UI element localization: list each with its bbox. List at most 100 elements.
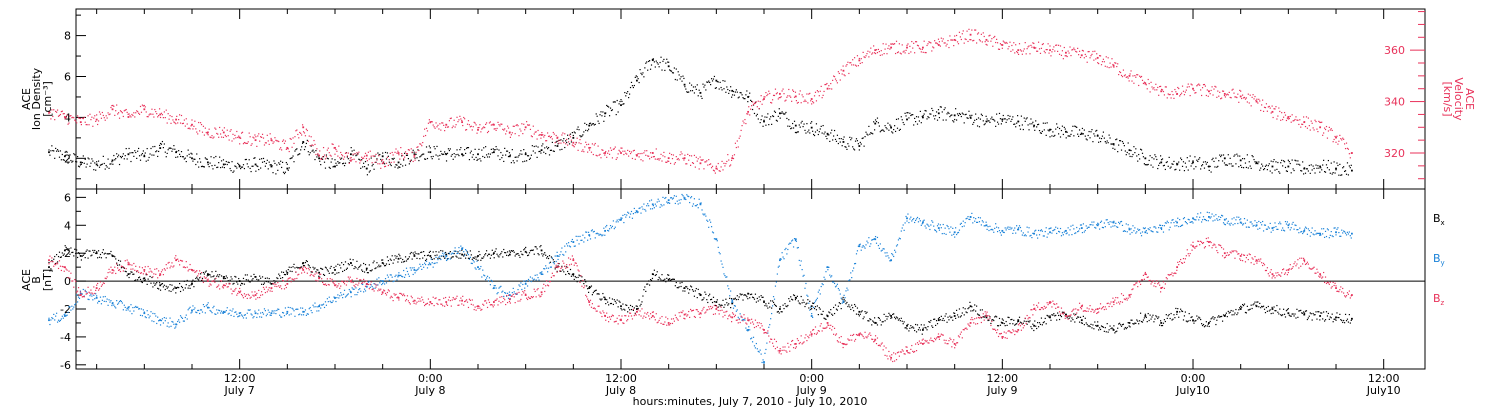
- b-by-point: [338, 297, 340, 299]
- ion-density-point: [492, 151, 495, 154]
- ion-density-point: [1278, 171, 1280, 173]
- b-by-point: [354, 294, 356, 296]
- b-bx-point: [1194, 320, 1196, 322]
- velocity-point: [345, 152, 348, 154]
- velocity-point: [461, 119, 463, 122]
- velocity-point: [909, 45, 911, 47]
- ion-density-point: [1180, 157, 1182, 159]
- ion-density-point: [1234, 154, 1236, 156]
- ion-density-point: [574, 132, 576, 134]
- b-by-point: [95, 293, 97, 295]
- ion-density-point: [267, 168, 269, 170]
- velocity-point: [1256, 98, 1258, 100]
- b-by-point: [635, 210, 638, 213]
- ion-density-point: [442, 153, 444, 156]
- ion-density-point: [237, 162, 239, 165]
- b-by-point: [308, 308, 310, 310]
- b-by-point: [286, 312, 288, 315]
- velocity-point: [238, 136, 241, 139]
- ion-density-point: [1176, 163, 1179, 166]
- velocity-point: [256, 145, 258, 148]
- velocity-point: [64, 118, 66, 120]
- b-bx-point: [1195, 319, 1197, 322]
- ion-density-point: [89, 165, 91, 167]
- velocity-point: [772, 94, 775, 97]
- velocity-point: [984, 41, 986, 43]
- b-by-point: [318, 310, 320, 312]
- ion-density-point: [579, 135, 581, 137]
- b-bx-point: [598, 293, 600, 295]
- b-bx-point: [1036, 327, 1038, 330]
- ion-density-point: [905, 115, 907, 117]
- velocity-point: [200, 123, 203, 126]
- b-bx-point: [952, 319, 954, 321]
- ion-density-point: [1239, 155, 1241, 157]
- ion-density-point: [549, 149, 552, 152]
- ion-density-point: [620, 99, 622, 101]
- velocity-point: [1314, 119, 1316, 121]
- b-bx-point: [505, 254, 508, 256]
- ion-density-point: [119, 155, 122, 158]
- ion-density-point: [1269, 170, 1271, 172]
- velocity-point: [1109, 62, 1111, 64]
- ion-density-point: [972, 123, 974, 125]
- velocity-point: [809, 92, 811, 94]
- ion-density-point: [904, 112, 906, 114]
- ion-density-point: [417, 149, 419, 151]
- ion-density-point: [640, 72, 642, 74]
- b-by-point: [306, 313, 308, 315]
- ion-density-point: [735, 89, 737, 91]
- b-bx-point: [939, 319, 941, 321]
- ion-density-point: [496, 148, 498, 150]
- b-by-point: [260, 312, 262, 314]
- b-bx-point: [1009, 322, 1011, 325]
- velocity-point: [96, 114, 98, 116]
- velocity-point: [1287, 116, 1290, 118]
- ion-density-point: [1208, 169, 1210, 172]
- ion-density-point: [550, 149, 553, 151]
- velocity-point: [79, 121, 82, 124]
- b-by-point: [120, 300, 123, 303]
- ion-density-point: [495, 146, 497, 148]
- ion-density-point: [654, 66, 656, 68]
- ion-density-point: [858, 149, 860, 151]
- velocity-point: [463, 116, 465, 119]
- b-bx-point: [379, 266, 381, 268]
- ion-density-point: [1021, 124, 1023, 126]
- b-by-point: [313, 306, 315, 308]
- ion-density-point: [138, 147, 140, 150]
- ion-density-point: [763, 120, 765, 123]
- b-bx-point: [628, 307, 630, 309]
- ion-density-point: [815, 123, 818, 125]
- velocity-point: [853, 64, 855, 66]
- velocity-point: [119, 110, 122, 112]
- velocity-point: [1297, 119, 1299, 121]
- ion-density-point: [846, 148, 848, 151]
- velocity-point: [557, 140, 559, 142]
- velocity-point: [1266, 110, 1268, 112]
- velocity-point: [1148, 82, 1150, 85]
- b-by-point: [321, 304, 323, 306]
- ion-density-point: [1325, 164, 1328, 166]
- velocity-point: [277, 140, 279, 142]
- b-bx-point: [968, 307, 970, 309]
- velocity-point: [255, 136, 257, 138]
- b-bx-point: [647, 283, 649, 285]
- ion-density-point: [533, 145, 535, 148]
- b-bx-point: [1214, 317, 1216, 319]
- ion-density-point: [778, 108, 780, 110]
- velocity-point: [986, 44, 988, 46]
- velocity-point: [1258, 98, 1260, 100]
- b-bx-point: [946, 321, 948, 323]
- ion-density-point: [859, 141, 861, 144]
- b-bx-point: [376, 262, 378, 264]
- velocity-point: [193, 125, 195, 127]
- b-bx-point: [179, 290, 182, 293]
- b-by-point: [282, 312, 285, 314]
- b-bx-point: [122, 266, 124, 268]
- b-bx-point: [502, 256, 504, 258]
- ion-density-point: [614, 101, 616, 103]
- bfield-tick-label: -2: [60, 303, 71, 316]
- velocity-point: [122, 115, 124, 118]
